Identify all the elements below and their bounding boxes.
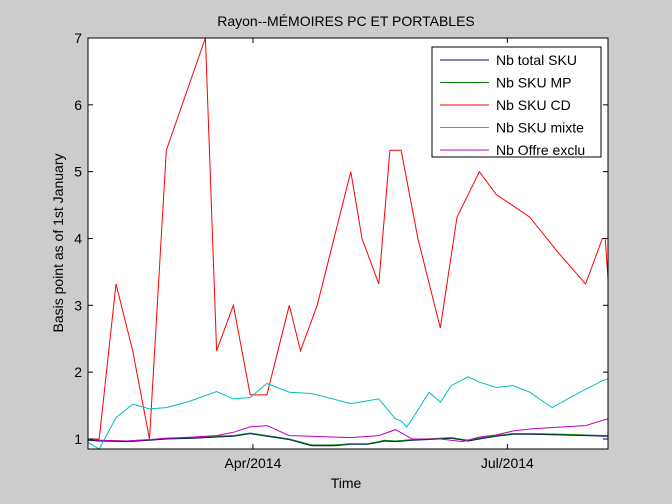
x-axis-label: Time <box>331 475 362 491</box>
legend-items: Nb total SKU Nb SKU MP Nb SKU CD Nb SKU mix… <box>440 52 585 158</box>
legend-box <box>431 46 602 158</box>
y-axis-label: Basis point as of 1st January <box>50 154 66 333</box>
series-line-3 <box>87 376 609 450</box>
legend-label-4: Nb Offre exclu <box>496 142 585 158</box>
chart-title: Rayon--MÉMOIRES PC ET PORTABLES <box>217 13 475 29</box>
y-axis-ticks: 1 2 3 4 5 6 7 <box>74 30 608 447</box>
y-tick-label-0: 1 <box>74 431 82 447</box>
legend-label-3: Nb SKU mixte <box>496 120 584 136</box>
x-tick-label-0: Apr/2014 <box>225 455 282 471</box>
series-line-4 <box>87 418 609 443</box>
x-axis-ticks: Apr/2014 Jul/2014 <box>225 38 534 471</box>
y-tick-label-3: 4 <box>74 230 82 246</box>
series-line-2 <box>88 37 609 440</box>
series-layer <box>87 37 609 450</box>
x-tick-label-1: Jul/2014 <box>481 455 534 471</box>
axes-box <box>87 37 609 450</box>
y-tick-label-4: 5 <box>74 164 82 180</box>
legend: Nb total SKU Nb SKU MP Nb SKU CD Nb SKU mix… <box>431 46 602 158</box>
y-tick-label-1: 2 <box>74 364 82 380</box>
y-tick-label-5: 6 <box>74 97 82 113</box>
y-tick-label-6: 7 <box>74 30 82 46</box>
series-line-0 <box>87 433 609 447</box>
legend-label-2: Nb SKU CD <box>496 97 571 113</box>
y-tick-label-2: 3 <box>74 297 82 313</box>
legend-label-1: Nb SKU MP <box>496 75 571 91</box>
legend-label-0: Nb total SKU <box>496 52 577 68</box>
